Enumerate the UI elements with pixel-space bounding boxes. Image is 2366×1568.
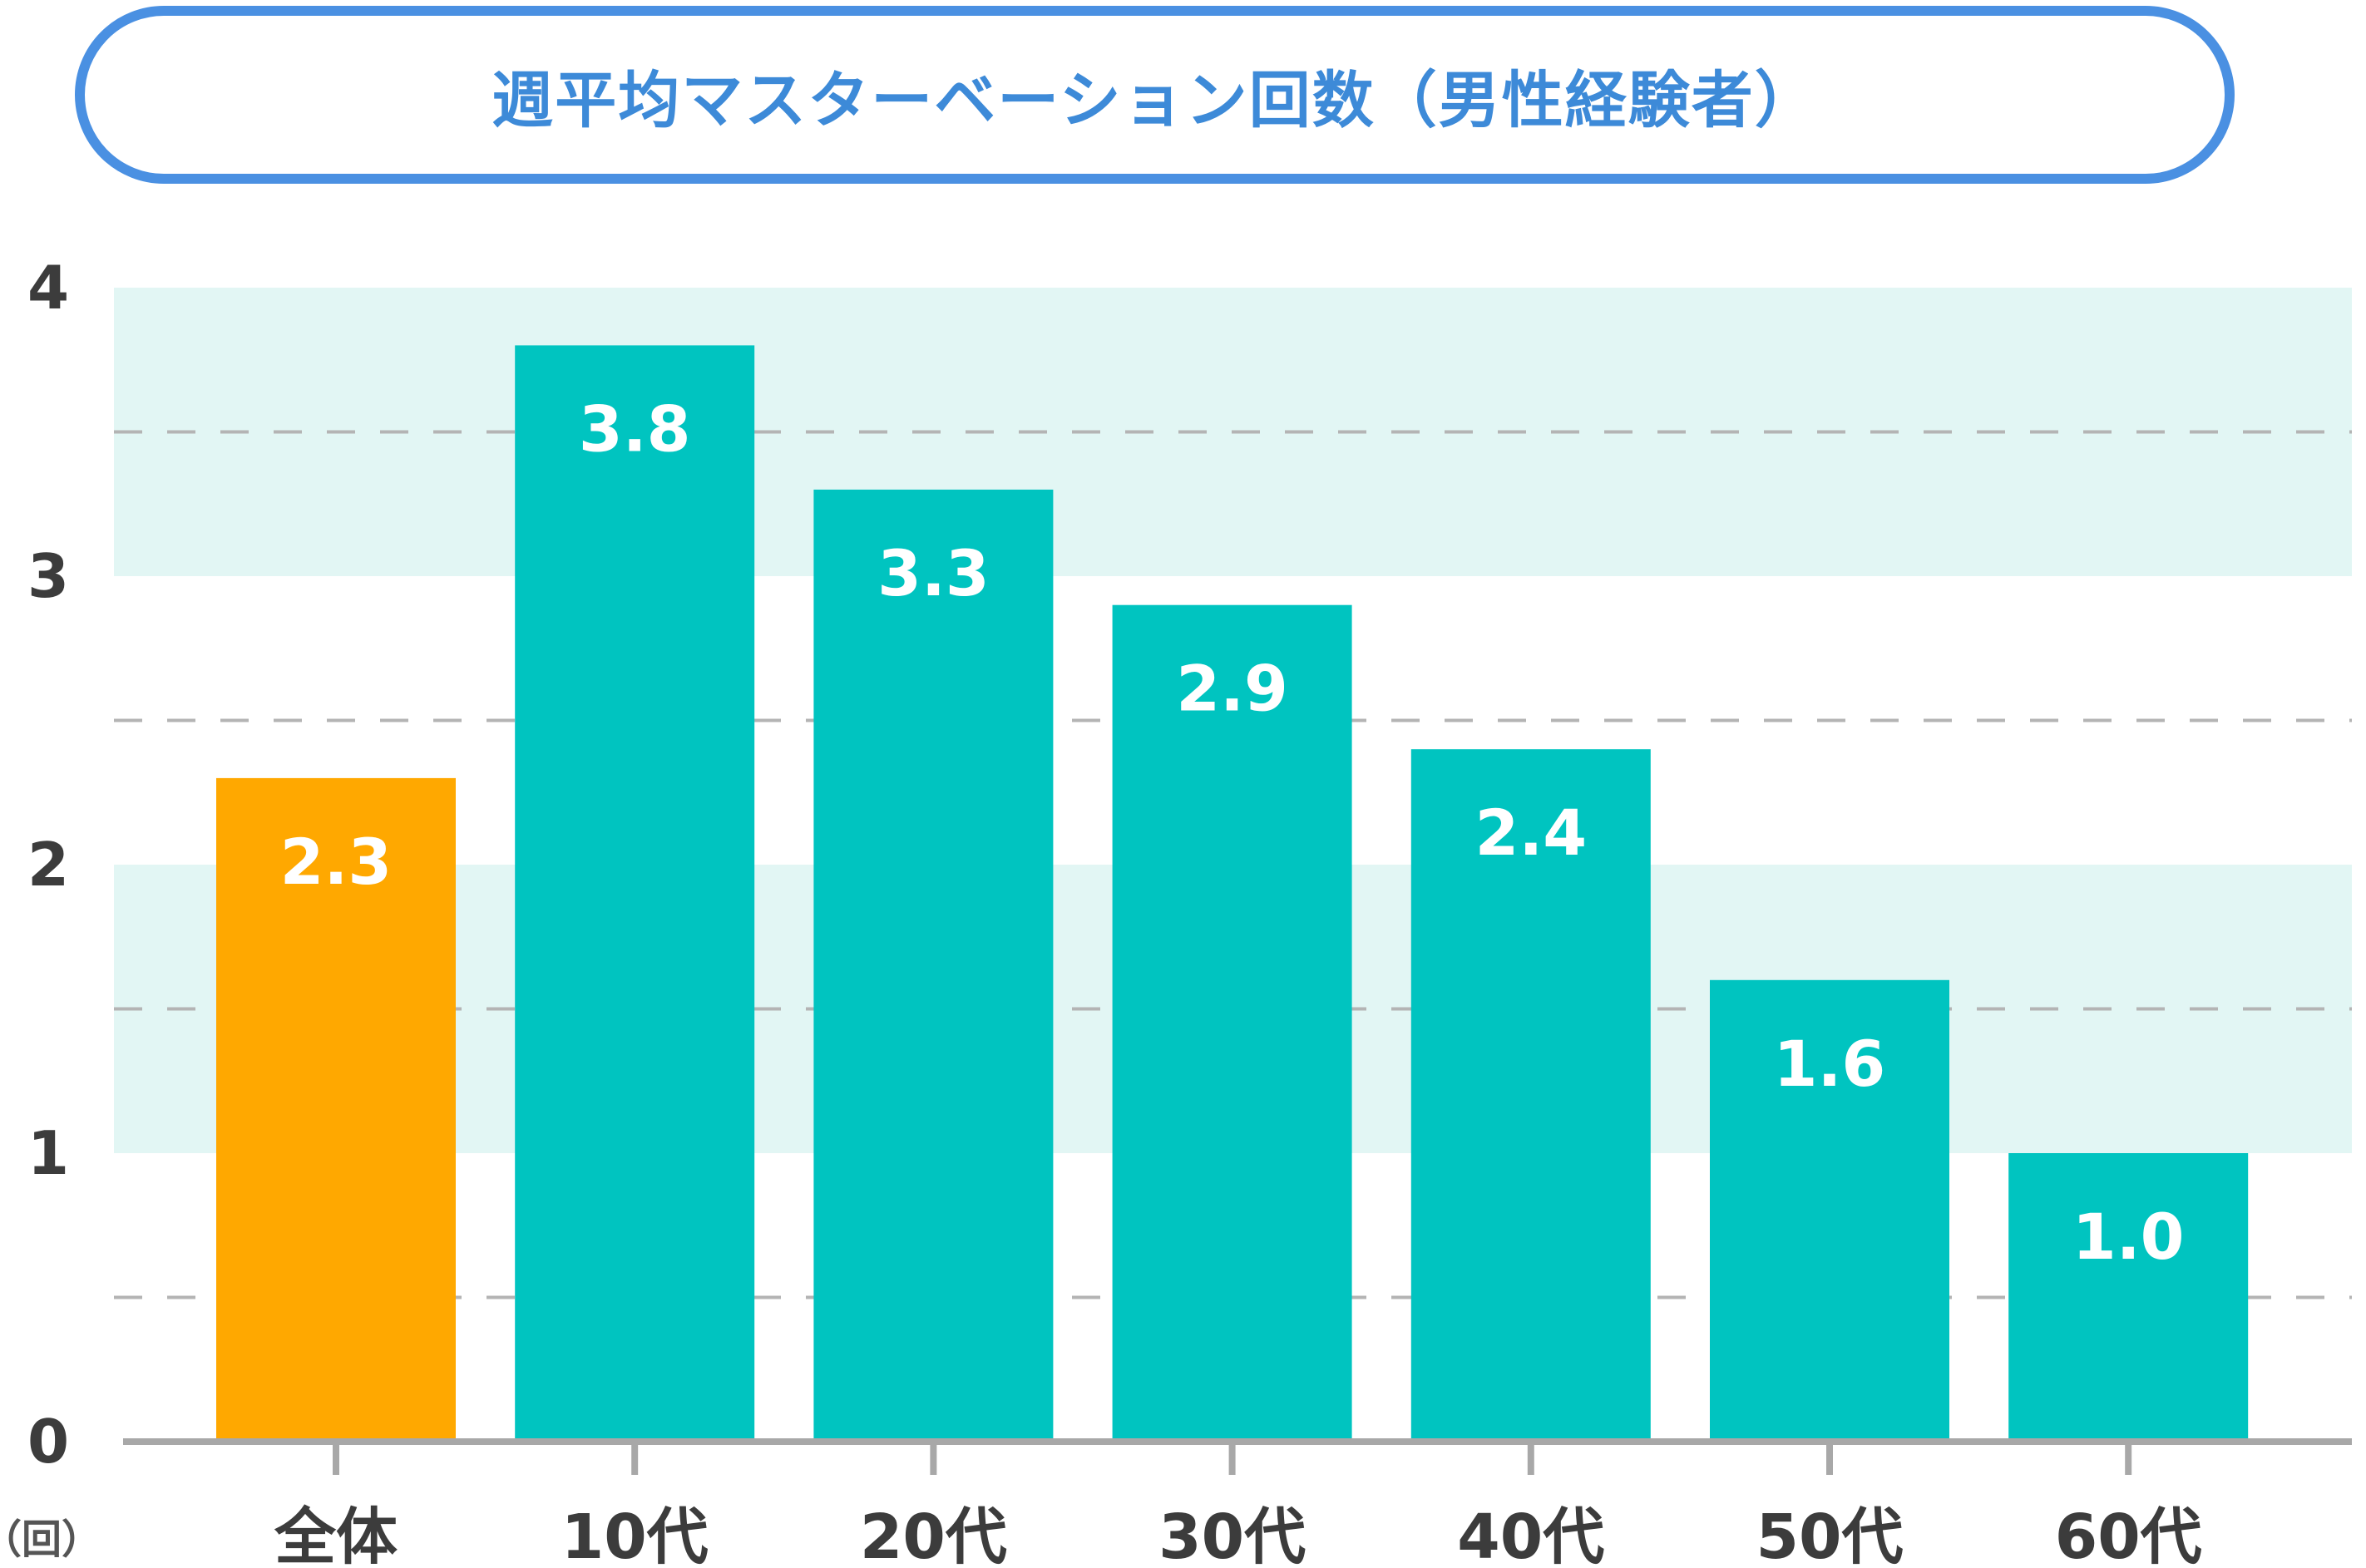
y-unit-label: （回） [0, 1516, 101, 1563]
bar-value-label: 2.4 [1474, 796, 1587, 870]
title-box: 週平均マスターベーション回数（男性経験者） [75, 6, 2235, 184]
bars: 2.3 3.8 3.3 2.9 2.4 1.6 1.0 [216, 345, 2249, 1442]
x-tick-label: 全体 [274, 1501, 398, 1568]
bar-value-label: 1.6 [1774, 1027, 1886, 1101]
y-tick-label: 1 [27, 1118, 69, 1188]
x-axis [123, 1438, 2352, 1475]
bar [813, 489, 1054, 1442]
x-axis-ticks: 全体 10代 20代 30代 40代 50代 60代 [274, 1501, 2202, 1568]
x-tick-label: 20代 [860, 1501, 1007, 1568]
bar-value-label: 3.3 [877, 536, 990, 610]
bar-value-label: 1.0 [2072, 1200, 2185, 1274]
y-tick-label: 0 [27, 1407, 69, 1477]
bar [2008, 1153, 2249, 1442]
bar-value-label: 2.3 [280, 825, 393, 899]
bar-value-label: 3.8 [579, 392, 691, 466]
y-tick-label: 2 [27, 830, 69, 900]
x-tick-label: 10代 [561, 1501, 709, 1568]
x-tick-label: 60代 [2055, 1501, 2202, 1568]
x-tick-label: 30代 [1158, 1501, 1306, 1568]
bar [216, 777, 456, 1442]
y-axis-ticks: 0 1 2 3 4 [27, 253, 69, 1477]
bar [1710, 979, 1949, 1442]
x-tick-label: 40代 [1457, 1501, 1604, 1568]
y-tick-label: 3 [27, 541, 69, 611]
chart-title: 週平均マスターベーション回数（男性経験者） [491, 64, 1818, 136]
bar-value-label: 2.9 [1176, 652, 1288, 726]
x-tick-label: 50代 [1756, 1501, 1904, 1568]
bar [1410, 749, 1651, 1442]
y-tick-label: 4 [27, 253, 69, 323]
bar [515, 345, 755, 1442]
bar [1112, 604, 1352, 1442]
